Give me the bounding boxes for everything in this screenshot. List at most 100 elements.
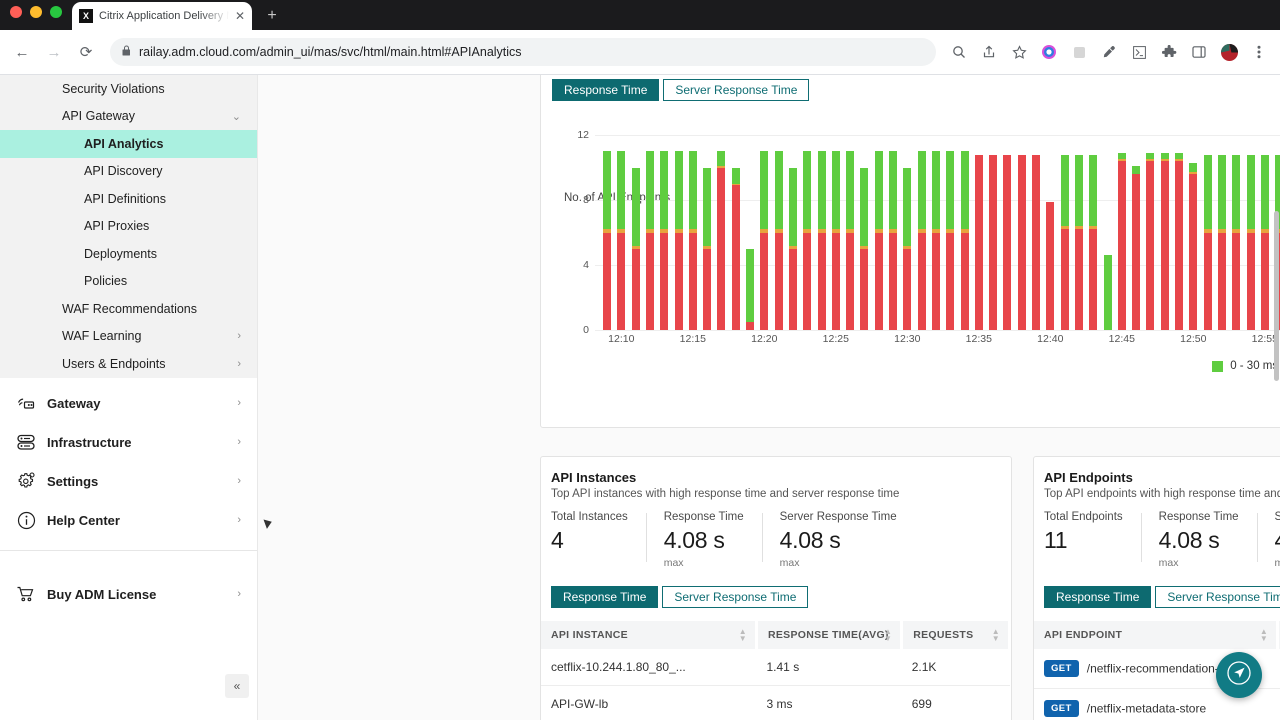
- share-icon[interactable]: [976, 39, 1002, 65]
- minimize-window-button[interactable]: [30, 6, 42, 18]
- bookmark-star-icon[interactable]: [1006, 39, 1032, 65]
- sidebar-item-users-endpoints[interactable]: Users & Endpoints ›: [0, 350, 257, 378]
- chart-bar[interactable]: [1260, 154, 1269, 330]
- chart-bar[interactable]: [1175, 152, 1183, 330]
- chart-bar[interactable]: [1017, 154, 1026, 330]
- address-bar[interactable]: railay.adm.cloud.com/admin_ui/mas/svc/ht…: [110, 38, 936, 66]
- close-tab-button[interactable]: ✕: [234, 9, 245, 23]
- chart-bar[interactable]: [617, 151, 626, 330]
- cell-api-instance[interactable]: cetflix-10.244.1.80_80_...: [541, 649, 757, 686]
- sidebar-item-policies[interactable]: Policies: [0, 268, 257, 296]
- chart-bar[interactable]: [1203, 154, 1212, 330]
- chart-bar[interactable]: [931, 151, 940, 330]
- chart-bar[interactable]: [989, 154, 998, 330]
- chart-bar[interactable]: [1089, 154, 1098, 330]
- column-response-time[interactable]: RESPONSE TIM... ▲▼: [1277, 621, 1280, 649]
- chart-bar[interactable]: [974, 154, 983, 330]
- chart-bar[interactable]: [760, 151, 769, 330]
- sidebar-item-api-analytics[interactable]: API Analytics: [0, 130, 257, 158]
- sidebar-item-security-violations[interactable]: Security Violations: [0, 75, 257, 103]
- chart-bar[interactable]: [860, 167, 869, 330]
- chart-bar[interactable]: [717, 151, 726, 330]
- chart-bar[interactable]: [917, 151, 926, 330]
- sidebar-item-waf-learning[interactable]: WAF Learning ›: [0, 323, 257, 351]
- zoom-search-icon[interactable]: [946, 39, 972, 65]
- sidebar-item-buy-adm-license[interactable]: Buy ADM License ›: [0, 575, 257, 614]
- chart-bar[interactable]: [903, 167, 912, 330]
- sidebar-item-api-discovery[interactable]: API Discovery: [0, 158, 257, 186]
- column-api-endpoint[interactable]: API ENDPOINT ▲ ▼: [1034, 621, 1280, 649]
- sidebar-item-deployments[interactable]: Deployments: [0, 240, 257, 268]
- maximize-window-button[interactable]: [50, 6, 62, 18]
- tab-server-response-time[interactable]: Server Response Time: [1155, 586, 1280, 608]
- browser-tab[interactable]: X Citrix Application Delivery Man ✕: [72, 2, 252, 30]
- chart-bar[interactable]: [731, 167, 740, 330]
- chart-bar[interactable]: [1117, 152, 1126, 330]
- content-scrollbar[interactable]: [1274, 211, 1279, 381]
- chart-bar[interactable]: [1246, 154, 1255, 330]
- forward-button[interactable]: →: [46, 43, 62, 61]
- sidebar-item-waf-recommendations[interactable]: WAF Recommendations: [0, 295, 257, 323]
- sort-icon[interactable]: ▲ ▼: [738, 627, 747, 643]
- chart-bar[interactable]: [1060, 154, 1069, 330]
- sidebar-item-gateway[interactable]: Gateway ›: [0, 384, 257, 423]
- extension-square-icon[interactable]: [1066, 39, 1092, 65]
- chart-bar[interactable]: [1032, 154, 1040, 330]
- chart-bar[interactable]: [1132, 165, 1141, 330]
- eyedropper-icon[interactable]: [1096, 39, 1122, 65]
- chart-bar[interactable]: [688, 151, 697, 330]
- column-requests[interactable]: REQUESTS ▲ ▼: [901, 621, 1011, 649]
- sort-icon[interactable]: ▲ ▼: [1259, 627, 1269, 643]
- sort-icon[interactable]: ▲ ▼: [884, 627, 893, 643]
- chart-bar[interactable]: [1003, 154, 1012, 330]
- chart-bar[interactable]: [1217, 154, 1226, 330]
- profile-avatar-icon[interactable]: [1216, 39, 1242, 65]
- tab-server-response-time[interactable]: Server Response Time: [663, 79, 810, 101]
- chart-bar[interactable]: [645, 151, 654, 330]
- sort-icon[interactable]: ▲ ▼: [991, 627, 1000, 643]
- chart-bar[interactable]: [874, 151, 883, 330]
- chart-bar[interactable]: [746, 248, 754, 330]
- extension-script-icon[interactable]: [1126, 39, 1152, 65]
- extension-circle-icon[interactable]: [1036, 39, 1062, 65]
- close-window-button[interactable]: [10, 6, 22, 18]
- column-api-instance[interactable]: API INSTANCE ▲ ▼: [541, 621, 758, 649]
- chart-bar[interactable]: [1160, 152, 1169, 330]
- chart-bar[interactable]: [1046, 201, 1055, 330]
- tab-response-time[interactable]: Response Time: [552, 79, 660, 101]
- chart-bar[interactable]: [788, 167, 797, 330]
- reload-button[interactable]: ⟳: [79, 44, 93, 61]
- sidebar-item-api-definitions[interactable]: API Definitions: [0, 185, 257, 213]
- sidebar-item-infrastructure[interactable]: Infrastructure ›: [0, 423, 257, 462]
- chart-bar[interactable]: [774, 151, 783, 330]
- chart-bar[interactable]: [1074, 154, 1083, 330]
- sidebar-item-api-gateway[interactable]: API Gateway ⌄: [0, 103, 257, 131]
- kebab-menu-icon[interactable]: [1246, 39, 1272, 65]
- chart-bar[interactable]: [603, 151, 611, 330]
- assistant-fab-button[interactable]: [1216, 652, 1262, 698]
- chart-bar[interactable]: [889, 151, 897, 330]
- chart-bar[interactable]: [631, 167, 640, 330]
- sidebar-item-api-proxies[interactable]: API Proxies: [0, 213, 257, 241]
- sidebar-item-help-center[interactable]: Help Center ›: [0, 501, 257, 540]
- chart-bar[interactable]: [703, 167, 712, 330]
- chart-bar[interactable]: [831, 151, 840, 330]
- chart-bar[interactable]: [960, 151, 969, 330]
- chart-bar[interactable]: [674, 151, 683, 330]
- chart-bar[interactable]: [817, 151, 826, 330]
- sidepanel-icon[interactable]: [1186, 39, 1212, 65]
- table-row[interactable]: cetflix-10.244.1.80_80_... 1.41 s 2.1K: [541, 649, 1010, 686]
- tab-response-time[interactable]: Response Time: [1044, 586, 1152, 608]
- chart-bar[interactable]: [803, 151, 812, 330]
- back-button[interactable]: ←: [14, 43, 30, 61]
- chart-bar[interactable]: [1189, 162, 1198, 330]
- chart-bar[interactable]: [1146, 152, 1155, 330]
- sidebar-item-settings[interactable]: Settings ›: [0, 462, 257, 501]
- tab-response-time[interactable]: Response Time: [551, 586, 659, 608]
- chart-bar[interactable]: [1232, 154, 1241, 330]
- chart-bar[interactable]: [846, 151, 855, 330]
- cell-api-instance[interactable]: API-GW-lb: [541, 685, 757, 720]
- table-row[interactable]: API-GW-lb 3 ms 699: [541, 685, 1010, 720]
- collapse-sidebar-button[interactable]: «: [225, 674, 249, 698]
- chart-bar[interactable]: [1103, 255, 1112, 330]
